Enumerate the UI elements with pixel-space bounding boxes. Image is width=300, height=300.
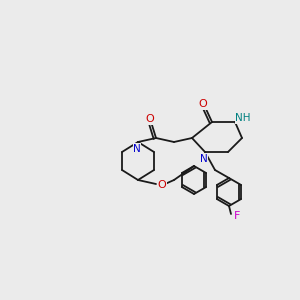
Text: F: F <box>234 211 240 221</box>
Text: O: O <box>158 180 166 190</box>
Text: N: N <box>133 144 141 154</box>
Text: NH: NH <box>235 113 251 123</box>
Text: O: O <box>199 99 207 109</box>
Text: O: O <box>146 114 154 124</box>
Text: N: N <box>200 154 208 164</box>
